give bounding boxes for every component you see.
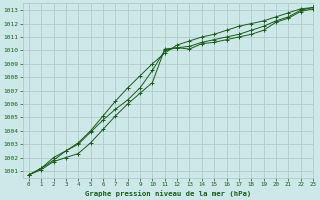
- X-axis label: Graphe pression niveau de la mer (hPa): Graphe pression niveau de la mer (hPa): [85, 190, 251, 197]
